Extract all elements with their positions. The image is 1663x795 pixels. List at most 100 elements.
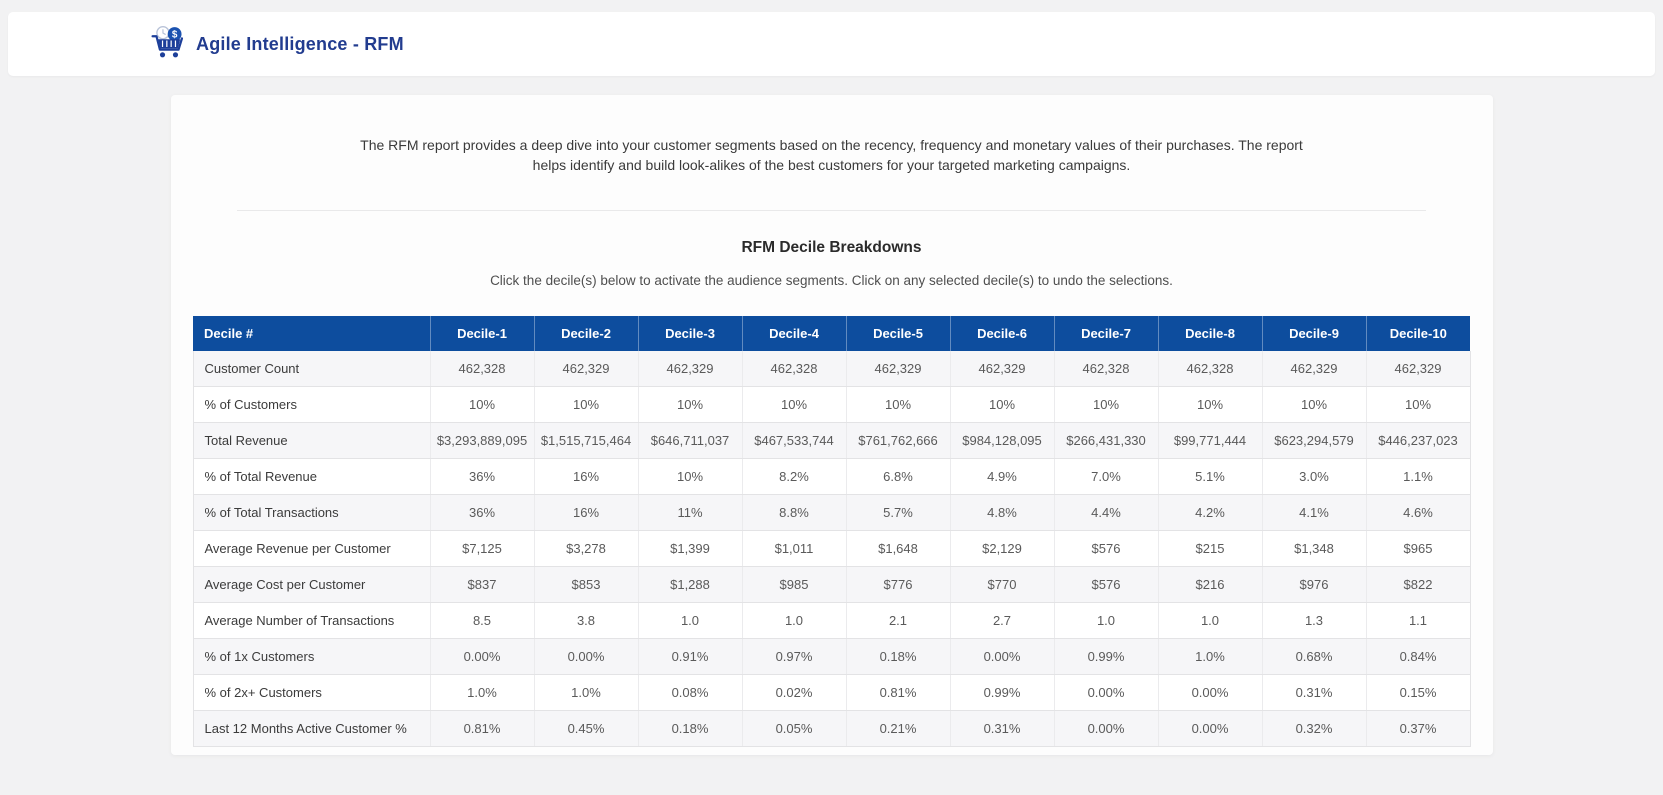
metric-cell: 10%	[949, 386, 1054, 424]
row-label: % of 1x Customers	[192, 638, 430, 676]
metric-cell: 0.31%	[949, 710, 1054, 748]
svg-text:$: $	[172, 30, 178, 41]
metric-cell: 8.5	[429, 602, 534, 640]
metric-cell: $776	[845, 566, 950, 604]
metric-cell: 0.81%	[845, 674, 950, 712]
metric-cell: 10%	[1261, 386, 1366, 424]
decile-column-header-5[interactable]: Decile-5	[845, 315, 950, 351]
metric-cell: $965	[1365, 530, 1471, 568]
metric-cell: 1.0	[1157, 602, 1262, 640]
metric-cell: $467,533,744	[741, 422, 846, 460]
metric-cell: 36%	[429, 494, 534, 532]
metric-cell: $1,648	[845, 530, 950, 568]
row-label: % of Customers	[192, 386, 430, 424]
metric-cell: 0.68%	[1261, 638, 1366, 676]
metric-cell: 0.05%	[741, 710, 846, 748]
shopping-cart-icon: $	[151, 26, 184, 58]
metric-cell: 0.00%	[533, 638, 638, 676]
metric-cell: 1.3	[1261, 602, 1366, 640]
metric-cell: $1,515,715,464	[533, 422, 638, 460]
table-row: Average Number of Transactions 8.5 3.8 1.0 1…	[192, 602, 1471, 640]
metric-cell: 0.00%	[1157, 674, 1262, 712]
row-label: Average Revenue per Customer	[192, 530, 430, 568]
metric-cell: 462,329	[533, 350, 638, 388]
decile-column-header-6[interactable]: Decile-6	[949, 315, 1054, 351]
row-label: Last 12 Months Active Customer %	[192, 710, 430, 748]
metric-cell: 462,328	[429, 350, 534, 388]
metric-cell: 6.8%	[845, 458, 950, 496]
metric-cell: 0.15%	[1365, 674, 1471, 712]
metric-cell: $623,294,579	[1261, 422, 1366, 460]
metric-cell: 5.7%	[845, 494, 950, 532]
metric-cell: $1,011	[741, 530, 846, 568]
top-app-bar: $ Agile Intelligence - RFM	[8, 12, 1655, 76]
decile-column-header-4[interactable]: Decile-4	[741, 315, 846, 351]
metric-cell: $1,348	[1261, 530, 1366, 568]
metric-cell: 3.8	[533, 602, 638, 640]
metric-cell: 10%	[637, 458, 742, 496]
metric-cell: $646,711,037	[637, 422, 742, 460]
metric-cell: 1.0%	[533, 674, 638, 712]
table-row: Average Revenue per Customer $7,125 $3,278…	[192, 530, 1471, 568]
metric-cell: $984,128,095	[949, 422, 1054, 460]
metric-cell: 1.0%	[429, 674, 534, 712]
row-label: Average Number of Transactions	[192, 602, 430, 640]
metric-cell: $1,288	[637, 566, 742, 604]
metric-cell: 1.0	[741, 602, 846, 640]
metric-cell: 8.8%	[741, 494, 846, 532]
section-divider	[236, 209, 1427, 211]
metric-cell: 7.0%	[1053, 458, 1158, 496]
metric-cell: $3,278	[533, 530, 638, 568]
metric-cell: 1.1%	[1365, 458, 1471, 496]
decile-column-header-3[interactable]: Decile-3	[637, 315, 742, 351]
rfm-decile-table: Decile # Decile-1 Decile-2 Decile-3 Decile-4…	[192, 315, 1471, 748]
metric-cell: 11%	[637, 494, 742, 532]
metric-cell: 0.00%	[429, 638, 534, 676]
metric-cell: 0.84%	[1365, 638, 1471, 676]
decile-column-header-10[interactable]: Decile-10	[1365, 315, 1470, 351]
metric-cell: 0.99%	[1053, 638, 1158, 676]
metric-cell: 4.4%	[1053, 494, 1158, 532]
metric-cell: 36%	[429, 458, 534, 496]
metric-cell: 10%	[637, 386, 742, 424]
metric-cell: 10%	[741, 386, 846, 424]
decile-column-header-8[interactable]: Decile-8	[1157, 315, 1262, 351]
table-row: % of Customers 10% 10% 10% 10% 10% 10% 10% 10% 10…	[192, 386, 1471, 424]
metric-cell: 0.45%	[533, 710, 638, 748]
metric-cell: 10%	[1157, 386, 1262, 424]
metric-cell: $837	[429, 566, 534, 604]
decile-column-header-9[interactable]: Decile-9	[1261, 315, 1366, 351]
table-row: Total Revenue $3,293,889,095 $1,515,715,46…	[192, 422, 1471, 460]
table-row: % of 2x+ Customers 1.0% 1.0% 0.08% 0.02% 0.81…	[192, 674, 1471, 712]
metric-cell: $216	[1157, 566, 1262, 604]
metric-cell: 462,328	[741, 350, 846, 388]
metric-cell: 4.1%	[1261, 494, 1366, 532]
metric-cell: 10%	[429, 386, 534, 424]
report-description: The RFM report provides a deep dive into…	[360, 137, 1303, 174]
metric-cell: 0.37%	[1365, 710, 1471, 748]
metric-cell: $1,399	[637, 530, 742, 568]
row-label: % of Total Revenue	[192, 458, 430, 496]
metric-cell: $266,431,330	[1053, 422, 1158, 460]
metric-cell: $976	[1261, 566, 1366, 604]
metric-cell: 462,329	[637, 350, 742, 388]
row-label: % of Total Transactions	[192, 494, 430, 532]
section-subtitle: Click the decile(s) below to activate th…	[490, 272, 1173, 288]
decile-column-header-2[interactable]: Decile-2	[533, 315, 638, 351]
table-row: % of Total Transactions 36% 16% 11% 8.8% 5.7%…	[192, 494, 1471, 532]
metric-cell: 462,328	[1053, 350, 1158, 388]
metric-cell: 0.91%	[637, 638, 742, 676]
metric-cell: 10%	[1053, 386, 1158, 424]
decile-column-header-7[interactable]: Decile-7	[1053, 315, 1158, 351]
metric-cell: 4.6%	[1365, 494, 1471, 532]
table-header: Decile # Decile-1 Decile-2 Decile-3 Decile-4…	[193, 315, 1470, 351]
metric-cell: 1.1	[1365, 602, 1471, 640]
metric-cell: $3,293,889,095	[429, 422, 534, 460]
metric-cell: 0.97%	[741, 638, 846, 676]
decile-column-header-1[interactable]: Decile-1	[429, 315, 534, 351]
row-label: Total Revenue	[192, 422, 430, 460]
metric-cell: $770	[949, 566, 1054, 604]
section-title: RFM Decile Breakdowns	[741, 238, 922, 256]
metric-cell: 4.9%	[949, 458, 1054, 496]
app-title: Agile Intelligence - RFM	[196, 33, 404, 54]
